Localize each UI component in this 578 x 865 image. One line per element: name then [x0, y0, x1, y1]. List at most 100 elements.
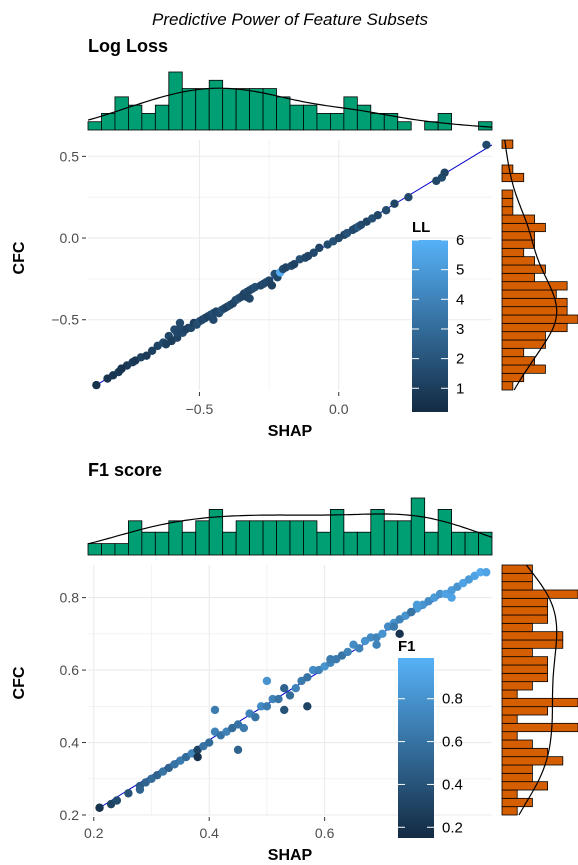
data-point — [390, 199, 399, 208]
legend-tick-label: 0.4 — [442, 776, 463, 793]
x-histogram-bar — [276, 96, 291, 131]
y-tick-label: 0.0 — [60, 230, 80, 246]
x-histogram-bar — [316, 531, 331, 556]
data-point — [193, 752, 202, 762]
data-point — [482, 568, 491, 577]
data-point — [274, 694, 283, 704]
data-point — [170, 760, 179, 769]
x-histogram-bar — [141, 113, 156, 131]
x-histogram-bar — [235, 520, 250, 556]
data-point — [245, 294, 254, 303]
y-histogram-bar — [501, 647, 533, 658]
data-point — [147, 346, 157, 355]
x-tick-label: 0.0 — [329, 401, 349, 417]
y-histogram-bar — [501, 222, 546, 233]
data-point — [303, 702, 312, 711]
x-histogram-bar — [464, 531, 479, 556]
y-histogram-bar — [501, 756, 564, 766]
data-point — [239, 723, 249, 733]
x-tick-label: 0.4 — [199, 825, 219, 841]
y-density-curve — [518, 564, 558, 816]
y-histogram-bar — [501, 672, 548, 683]
y-histogram-bar — [501, 681, 533, 691]
f1-score-scatter-plot: 0.2 0.4 0.6 0.2 0.4 0.6 0.8 — [60, 565, 492, 841]
x-histogram-bar — [101, 543, 116, 556]
y-histogram-bar — [501, 764, 533, 774]
y-histogram-bar — [501, 364, 546, 374]
y-histogram-bar — [501, 664, 548, 674]
y-histogram-bar — [501, 197, 514, 208]
data-point — [378, 629, 387, 639]
data-point — [440, 168, 449, 177]
data-point — [135, 785, 145, 794]
y-histogram-bar — [501, 722, 578, 733]
x-histogram-bar — [114, 543, 129, 556]
legend-tick-label: 6 — [456, 232, 464, 249]
data-point — [303, 673, 312, 682]
data-point — [280, 705, 289, 715]
y-histogram-bar — [501, 747, 548, 758]
x-histogram-bar — [410, 497, 426, 556]
data-point — [289, 259, 299, 269]
y-tick-label: −0.5 — [51, 312, 79, 328]
x-histogram-bar — [451, 531, 466, 556]
legend-tick-label: 5 — [456, 262, 464, 279]
data-point — [389, 622, 399, 631]
y-histogram-bar — [501, 247, 525, 258]
legend-tick-label: 0.6 — [442, 734, 463, 751]
y-histogram-bar — [501, 789, 518, 799]
y-histogram-bar — [501, 314, 578, 324]
data-point — [124, 789, 133, 798]
x-density-curve — [87, 87, 493, 128]
data-point — [373, 210, 382, 220]
y-histogram-bar — [501, 806, 518, 816]
data-point — [381, 206, 391, 215]
y-histogram-bar — [501, 706, 548, 716]
log-loss-y-axis-label: CFC — [11, 241, 28, 274]
y-histogram-bar — [501, 139, 514, 149]
y-density-curve — [504, 139, 558, 391]
f1-score-y-axis-label: CFC — [11, 666, 28, 699]
y-tick-label: 0.6 — [60, 662, 80, 678]
x-histogram-bar — [87, 121, 102, 131]
x-histogram-bar — [383, 520, 399, 556]
data-point — [412, 600, 422, 610]
x-histogram-bar — [303, 104, 318, 131]
y-histogram-bar — [501, 631, 564, 641]
legend-tick-label: 0.2 — [442, 819, 463, 836]
x-histogram-bar — [370, 508, 385, 556]
data-point — [315, 243, 324, 253]
data-point — [482, 140, 491, 150]
legend-tick-label: 1 — [456, 380, 464, 397]
y-histogram-bar — [501, 381, 514, 391]
x-histogram-bar — [437, 508, 452, 556]
data-point — [366, 633, 375, 642]
legend-title: F1 — [398, 638, 416, 655]
y-histogram-bar — [501, 189, 514, 199]
x-histogram-bar — [222, 88, 237, 131]
y-histogram-bar — [501, 622, 533, 633]
y-histogram-bar — [501, 347, 525, 358]
y-tick-label: 0.8 — [60, 590, 80, 606]
x-tick-label: 0.6 — [315, 825, 335, 841]
y-histogram-bar — [501, 164, 514, 174]
y-histogram-bar — [501, 739, 533, 749]
data-point — [205, 738, 214, 747]
legend-tick-label: 0.8 — [442, 691, 463, 708]
x-histogram-bar — [343, 96, 358, 131]
log-loss-side-histogram — [501, 139, 578, 391]
data-point — [262, 676, 272, 686]
data-point — [256, 702, 266, 711]
y-histogram-bar — [501, 239, 535, 249]
data-point — [112, 796, 122, 805]
f1-score-color-legend: F1 0.2 0.4 0.6 0.8 — [398, 638, 463, 838]
y-histogram-bar — [501, 714, 518, 724]
x-histogram-bar — [114, 96, 129, 131]
y-histogram-bar — [501, 206, 514, 216]
x-histogram-bar — [235, 88, 250, 131]
log-loss-title: Log Loss — [88, 36, 168, 56]
y-histogram-bar — [501, 589, 578, 599]
y-histogram-bar — [501, 581, 533, 591]
x-tick-label: −0.5 — [186, 401, 214, 417]
